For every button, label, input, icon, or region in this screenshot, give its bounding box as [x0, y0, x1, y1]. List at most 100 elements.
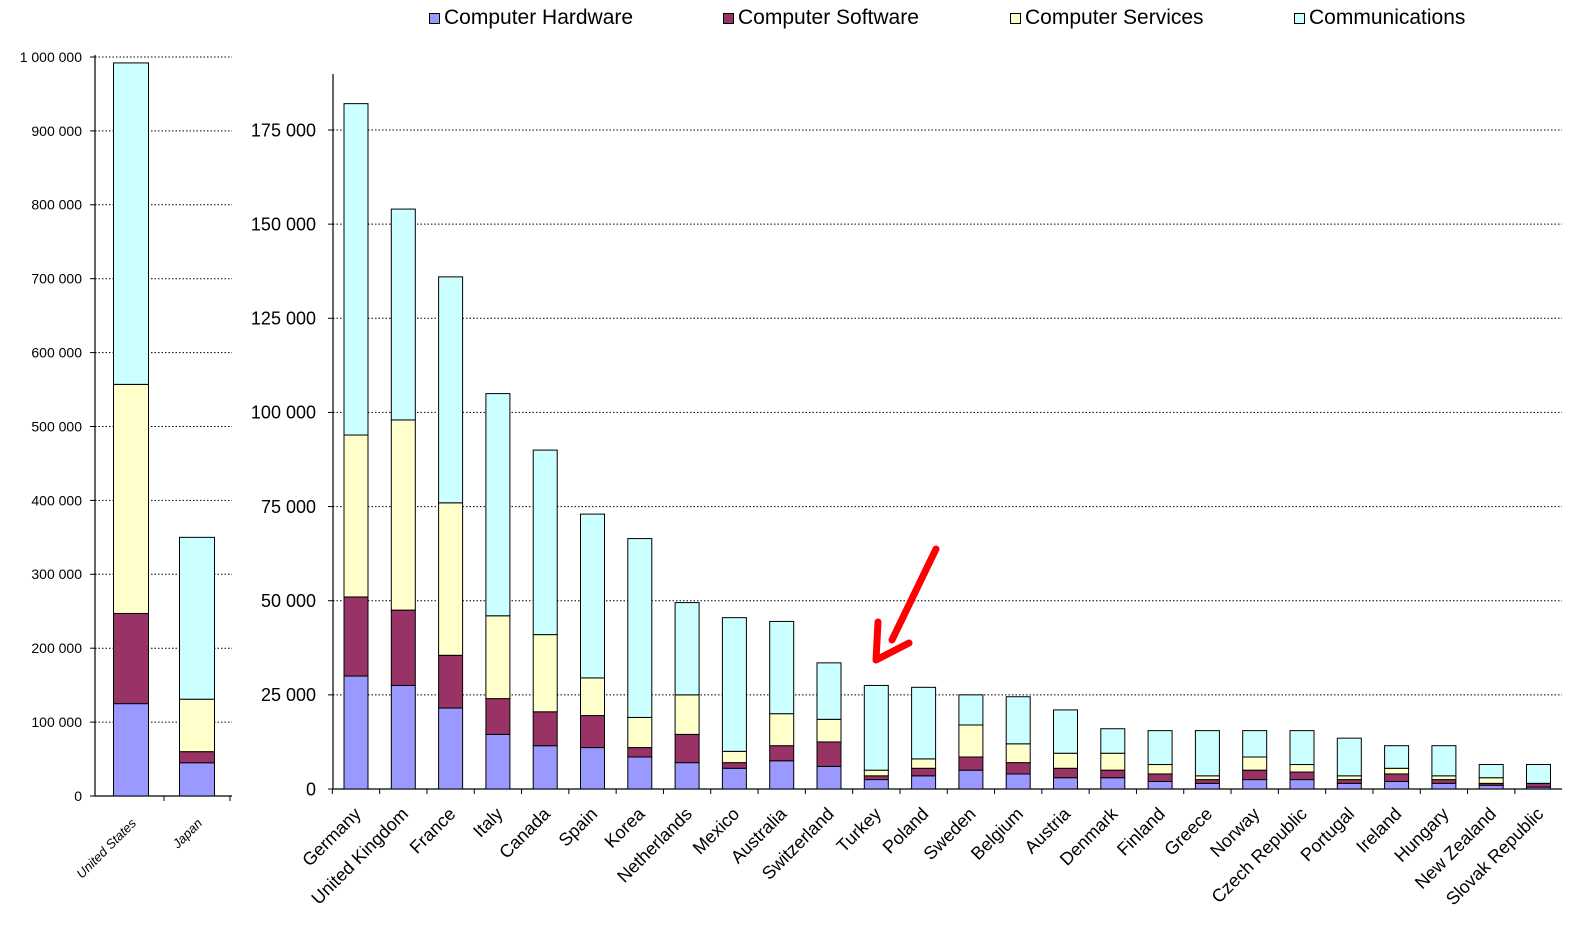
bar-mexico-communications: [721, 617, 747, 752]
bar-greece-computer-services: [1194, 775, 1220, 781]
bar-poland-communications: [911, 686, 937, 760]
bar-finland-computer-hardware: [1147, 780, 1173, 790]
y-tick-label: 700 000: [31, 271, 82, 287]
bar-mexico-computer-software: [721, 762, 747, 769]
bar-greece-computer-hardware: [1194, 782, 1220, 790]
legend-item-services: Computer Services: [1010, 6, 1204, 30]
y-tick-label: 125 000: [251, 309, 316, 329]
bar-japan-computer-services: [179, 698, 215, 753]
bar-japan-computer-software: [179, 751, 215, 764]
bar-switzerland-communications: [816, 662, 842, 720]
bar-germany-computer-services: [343, 434, 369, 598]
bar-denmark-computer-software: [1100, 769, 1126, 779]
bar-sweden-computer-software: [958, 756, 984, 771]
bar-netherlands-computer-software: [674, 733, 700, 764]
x-tick-label-italy: Italy: [469, 804, 506, 841]
bar-slovak-republic-computer-software: [1526, 782, 1551, 788]
bar-united-states-computer-services: [113, 383, 149, 614]
bar-united-states-computer-software: [113, 612, 149, 705]
bar-canada-computer-hardware: [532, 745, 558, 790]
y-tick-label: 600 000: [31, 345, 82, 361]
x-tick-label-canada: Canada: [495, 803, 554, 862]
bar-france-computer-hardware: [438, 707, 464, 790]
bar-japan-computer-hardware: [179, 762, 215, 797]
bar-korea-computer-hardware: [627, 756, 653, 790]
y-tick-label: 150 000: [251, 214, 316, 234]
bar-belgium-computer-hardware: [1005, 773, 1031, 790]
bar-hungary-computer-services: [1431, 775, 1457, 781]
arrow-head: [872, 618, 913, 664]
bar-norway-computer-hardware: [1242, 779, 1268, 790]
bar-belgium-communications: [1005, 696, 1031, 745]
bar-hungary-communications: [1431, 745, 1457, 777]
bar-canada-communications: [532, 449, 558, 636]
bar-new-zealand-computer-services: [1478, 777, 1504, 784]
y-tick-label: 100 000: [31, 714, 82, 730]
y-tick-label: 200 000: [31, 640, 82, 656]
legend-label-services: Computer Services: [1025, 6, 1204, 29]
bar-ireland-computer-software: [1384, 773, 1410, 782]
legend-swatch-services: [1010, 12, 1021, 24]
bar-new-zealand-communications: [1478, 764, 1504, 779]
bar-greece-computer-software: [1194, 779, 1220, 784]
legend-label-communications: Communications: [1309, 6, 1466, 29]
bar-switzerland-computer-software: [816, 741, 842, 767]
y-tick-label: 0: [306, 779, 316, 799]
bar-japan-communications: [179, 536, 215, 700]
bar-ireland-computer-services: [1384, 767, 1410, 775]
x-tick-label-france: France: [406, 804, 460, 858]
y-tick-label: 75 000: [261, 497, 316, 517]
bar-france-computer-software: [438, 654, 464, 709]
bar-netherlands-communications: [674, 602, 700, 696]
y-tick-label: 500 000: [31, 418, 82, 434]
bar-norway-computer-services: [1242, 756, 1268, 771]
bar-norway-communications: [1242, 730, 1268, 758]
bar-austria-computer-services: [1053, 752, 1078, 769]
bar-mexico-computer-hardware: [721, 767, 747, 790]
bar-united-states-computer-hardware: [113, 703, 149, 797]
bar-portugal-computer-services: [1336, 775, 1362, 781]
bar-turkey-computer-software: [863, 775, 889, 781]
chart-panel-other-countries: 0 25 000 50 000 75 000 100 000 125 000 150 000…: [251, 74, 1562, 909]
bar-switzerland-computer-hardware: [816, 765, 842, 790]
bar-sweden-computer-hardware: [958, 769, 984, 790]
y-tick-label: 175 000: [251, 120, 316, 140]
bar-australia-computer-software: [769, 745, 795, 762]
bar-united-kingdom-computer-software: [390, 609, 416, 686]
bar-ireland-communications: [1384, 745, 1410, 769]
bar-norway-computer-software: [1242, 769, 1268, 781]
bar-portugal-communications: [1336, 737, 1362, 777]
bar-germany-computer-hardware: [343, 675, 369, 790]
bar-belgium-computer-software: [1005, 762, 1031, 775]
bar-italy-computer-hardware: [485, 733, 511, 790]
bar-australia-computer-services: [769, 713, 795, 747]
bar-czech-republic-computer-services: [1289, 764, 1315, 773]
bar-czech-republic-computer-software: [1289, 771, 1315, 781]
bar-france-computer-services: [438, 502, 464, 656]
bar-finland-computer-services: [1147, 764, 1173, 775]
y-tick-label: 900 000: [31, 123, 82, 139]
y-tick-label: 300 000: [31, 566, 82, 582]
bar-united-kingdom-communications: [390, 208, 416, 421]
legend-swatch-communications: [1294, 12, 1305, 24]
bar-italy-computer-services: [485, 615, 511, 700]
bar-austria-computer-software: [1053, 767, 1078, 779]
bar-australia-computer-hardware: [769, 760, 795, 790]
x-tick-label-greece: Greece: [1160, 804, 1216, 860]
bar-czech-republic-computer-hardware: [1289, 779, 1315, 790]
y-tick-label: 25 000: [261, 685, 316, 705]
y-tick-label: 100 000: [251, 403, 316, 423]
bar-portugal-computer-software: [1336, 779, 1362, 784]
legend-swatch-software: [723, 12, 734, 24]
legend-swatch-hardware: [429, 12, 440, 24]
bar-spain-computer-software: [580, 715, 605, 749]
arrow-shaft: [888, 545, 940, 644]
bar-france-communications: [438, 276, 464, 504]
bar-sweden-computer-services: [958, 724, 984, 758]
bar-hungary-computer-software: [1431, 779, 1457, 784]
bar-austria-computer-hardware: [1053, 777, 1078, 790]
y-tick-label: 0: [74, 788, 82, 804]
bar-united-kingdom-computer-hardware: [390, 684, 416, 790]
x-tick-label-finland: Finland: [1113, 804, 1169, 860]
